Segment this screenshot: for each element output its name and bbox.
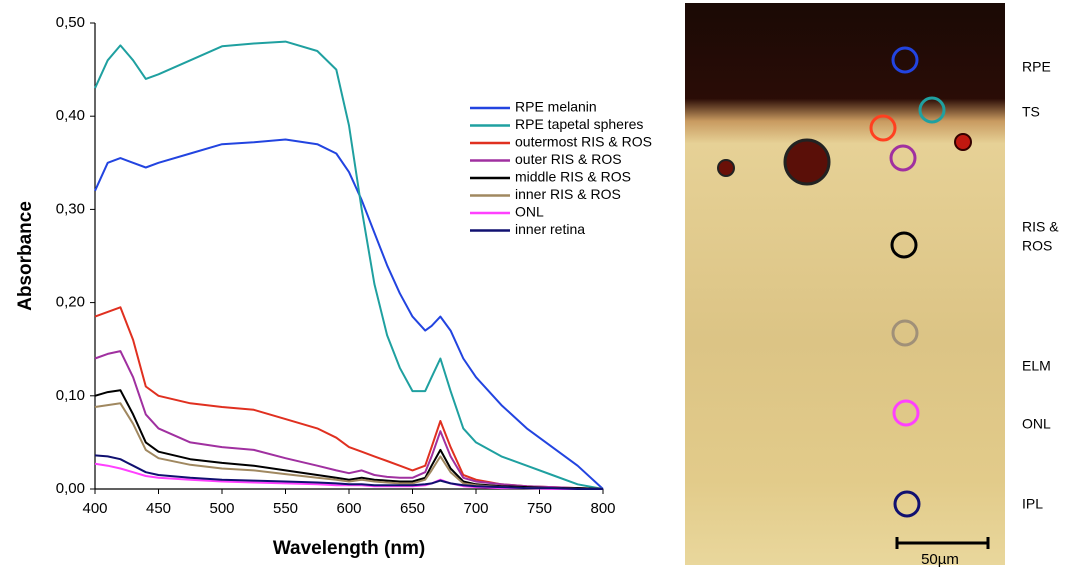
sphere: [783, 138, 831, 186]
sample-circle: [918, 96, 946, 124]
y-axis-title: Absorbance: [15, 201, 36, 311]
sphere: [717, 159, 735, 177]
layer-label: ELM: [1022, 358, 1051, 374]
sphere: [954, 133, 972, 151]
legend-label: middle RIS & ROS: [515, 169, 631, 185]
scale-bar-label: 50µm: [921, 551, 959, 568]
legend-label: inner RIS & ROS: [515, 186, 621, 202]
x-tick-label: 600: [336, 500, 361, 517]
series-line: [94, 350, 604, 490]
layer-label: TS: [1022, 104, 1040, 120]
tissue-image: [685, 3, 1005, 565]
layer-label: RIS &: [1022, 219, 1059, 235]
x-tick-label: 550: [273, 500, 298, 517]
x-tick-label: 650: [400, 500, 425, 517]
micrograph: 50µm: [685, 3, 1005, 568]
legend-label: ONL: [515, 204, 544, 220]
x-tick-label: 450: [146, 500, 171, 517]
series-line: [94, 306, 604, 490]
legend-label: RPE melanin: [515, 99, 597, 115]
y-tick-label: 0,00: [56, 480, 85, 497]
series-line: [94, 40, 604, 490]
sample-circle: [892, 399, 920, 427]
y-tick-label: 0,10: [56, 387, 85, 404]
legend-label: outermost RIS & ROS: [515, 134, 652, 150]
x-tick-label: 500: [209, 500, 234, 517]
layer-label: ROS: [1022, 238, 1052, 254]
series-line: [94, 454, 603, 490]
y-tick-label: 0,50: [56, 14, 85, 31]
y-tick-label: 0,40: [56, 107, 85, 124]
sample-circle: [891, 319, 919, 347]
sample-circle: [890, 231, 918, 259]
x-tick-label: 400: [82, 500, 107, 517]
scale-bar: [895, 537, 990, 549]
sample-circle: [893, 490, 921, 518]
sample-circle: [891, 46, 919, 74]
sample-circle: [869, 114, 897, 142]
sample-circle: [889, 144, 917, 172]
series-line: [94, 138, 604, 490]
y-tick-label: 0,20: [56, 294, 85, 311]
x-axis-title: Wavelength (nm): [273, 538, 425, 559]
legend-label: inner retina: [515, 221, 585, 237]
y-tick-label: 0,30: [56, 200, 85, 217]
legend-label: RPE tapetal spheres: [515, 116, 643, 132]
layer-label: ONL: [1022, 416, 1051, 432]
legend-label: outer RIS & ROS: [515, 151, 622, 167]
x-tick-label: 750: [527, 500, 552, 517]
x-tick-label: 800: [590, 500, 615, 517]
x-tick-label: 700: [463, 500, 488, 517]
layer-label: RPE: [1022, 59, 1051, 75]
layer-label: IPL: [1022, 496, 1043, 512]
